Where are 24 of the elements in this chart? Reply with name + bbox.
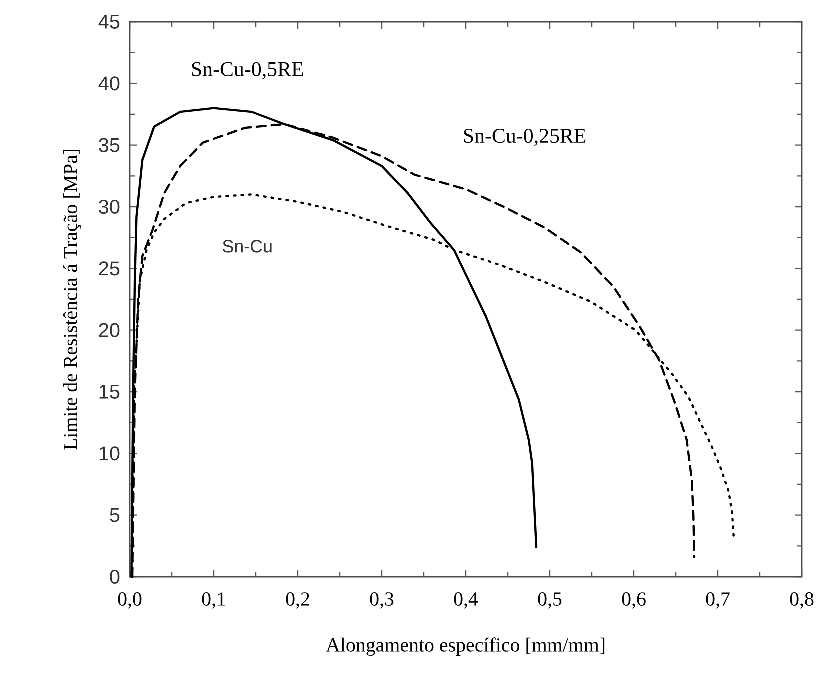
x-tick-label: 0,5 [538,592,562,609]
x-tick-label: 0,4 [454,592,478,609]
x-tick-label: 0,3 [370,592,394,609]
x-tick-label: 0,2 [286,592,310,609]
x-axis-title: Alongamento específico [mm/mm] [326,638,605,656]
series-label: Sn-Cu-0,25RE [464,128,586,146]
x-tick-label: 0,6 [622,592,646,609]
y-tick-label: 10 [100,446,120,461]
y-tick-label: 5 [110,508,120,522]
y-tick-label: 40 [98,76,120,91]
x-tick-label: 0,0 [118,592,142,609]
y-tick-label: 30 [99,200,120,214]
x-tick-label: 0,1 [202,592,226,609]
y-axis-title: Limite de Resistência á Tração [MPa] [63,150,82,450]
x-tick-label: 0,8 [790,592,814,609]
y-tick-label: 35 [99,138,120,152]
y-tick-label: 20 [99,323,120,338]
text: Sn-Cu [222,240,272,253]
y-tick-label: 45 [98,15,120,29]
y-tick-label: 15 [100,385,120,399]
series-label: Sn-Cu-0,5RE [192,62,304,80]
y-tick-label: 25 [99,262,120,276]
y-tick-label: 0 [110,570,120,584]
x-tick-label: 0,7 [706,592,730,609]
